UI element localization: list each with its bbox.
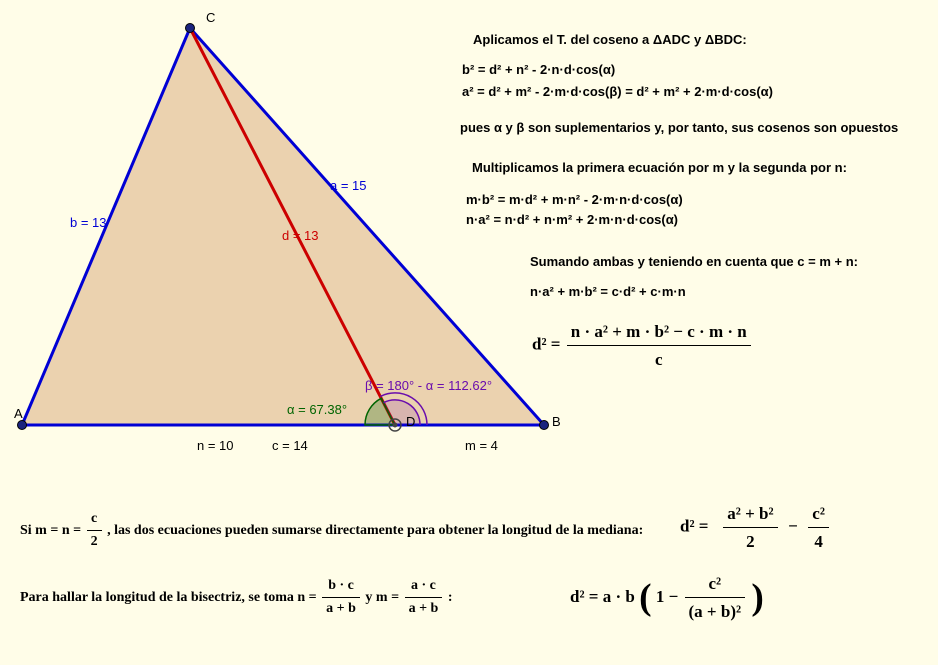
eq-b2: b² = d² + n² - 2·n·d·cos(α) xyxy=(462,60,615,81)
angle-label-alpha: α = 67.38° xyxy=(287,402,347,417)
side-label-m: m = 4 xyxy=(465,438,498,453)
side-label-d: d = 13 xyxy=(282,228,319,243)
median-pre: Si m = n = xyxy=(20,523,85,538)
side-label-b: b = 13 xyxy=(70,215,107,230)
label-b: B xyxy=(552,414,561,429)
median-minus: − xyxy=(788,517,798,536)
median-den2: 4 xyxy=(808,528,829,555)
point-a[interactable] xyxy=(18,421,27,430)
side-label-c: c = 14 xyxy=(272,438,308,453)
stewart-num: n · a² + m · b² − c · m · n xyxy=(567,318,751,346)
median-post: , las dos ecuaciones pueden sumarse dire… xyxy=(107,523,643,538)
point-c[interactable] xyxy=(186,24,195,33)
label-d: D xyxy=(406,414,415,429)
bisect-eq: d² = a · b xyxy=(570,587,639,606)
text-sum: Sumando ambas y teniendo en cuenta que c… xyxy=(530,252,858,273)
point-b[interactable] xyxy=(540,421,549,430)
bisect-mid: y m = xyxy=(365,590,402,605)
label-c: C xyxy=(206,10,215,25)
median-d2: d² = xyxy=(680,517,709,536)
bisect-pre: Para hallar la longitud de la bisectriz,… xyxy=(20,590,320,605)
median-line: Si m = n = c 2 , las dos ecuaciones pued… xyxy=(20,508,643,554)
eq-a2: a² = d² + m² - 2·m·d·cos(β) = d² + m² + … xyxy=(462,82,773,103)
text-supp: pues α y β son suplementarios y, por tan… xyxy=(460,118,898,139)
d2-label: d² = xyxy=(532,335,561,354)
stewart-den: c xyxy=(567,346,751,373)
side-label-n: n = 10 xyxy=(197,438,234,453)
median-num: a² + b² xyxy=(723,500,777,528)
eq-mb2: m·b² = m·d² + m·n² - 2·m·n·d·cos(α) xyxy=(466,190,683,211)
bisect-frac-den: (a + b)² xyxy=(685,598,746,625)
point-d-inner xyxy=(393,423,398,428)
label-a: A xyxy=(14,406,23,421)
bisect-n-num: b · c xyxy=(322,575,360,598)
angle-label-beta: β = 180° - α = 112.62° xyxy=(365,378,492,393)
bisect-n-den: a + b xyxy=(322,598,360,620)
text-intro: Aplicamos el T. del coseno a ΔADC y ΔBDC… xyxy=(473,30,747,51)
bisect-1: 1 − xyxy=(656,587,683,606)
eq-sum: n·a² + m·b² = c·d² + c·m·n xyxy=(530,282,686,303)
eq-na2: n·a² = n·d² + n·m² + 2·m·n·d·cos(α) xyxy=(466,210,678,231)
bisect-frac-num: c² xyxy=(685,570,746,598)
median-num2: c² xyxy=(808,500,829,528)
median-den: 2 xyxy=(723,528,777,555)
median-formula: d² = a² + b² 2 − c² 4 xyxy=(680,500,831,555)
bisect-post: : xyxy=(448,590,453,605)
bisect-m-den: a + b xyxy=(405,598,443,620)
bisect-m-num: a · c xyxy=(405,575,443,598)
text-mult: Multiplicamos la primera ecuación por m … xyxy=(472,158,847,179)
bisector-formula: d² = a · b ( 1 − c² (a + b)² ) xyxy=(570,568,764,628)
stewart-formula: d² = n · a² + m · b² − c · m · n c xyxy=(532,318,753,373)
side-label-a: a = 15 xyxy=(330,178,367,193)
median-c: c xyxy=(87,508,102,531)
median-2: 2 xyxy=(87,531,102,553)
bisector-line: Para hallar la longitud de la bisectriz,… xyxy=(20,575,453,621)
